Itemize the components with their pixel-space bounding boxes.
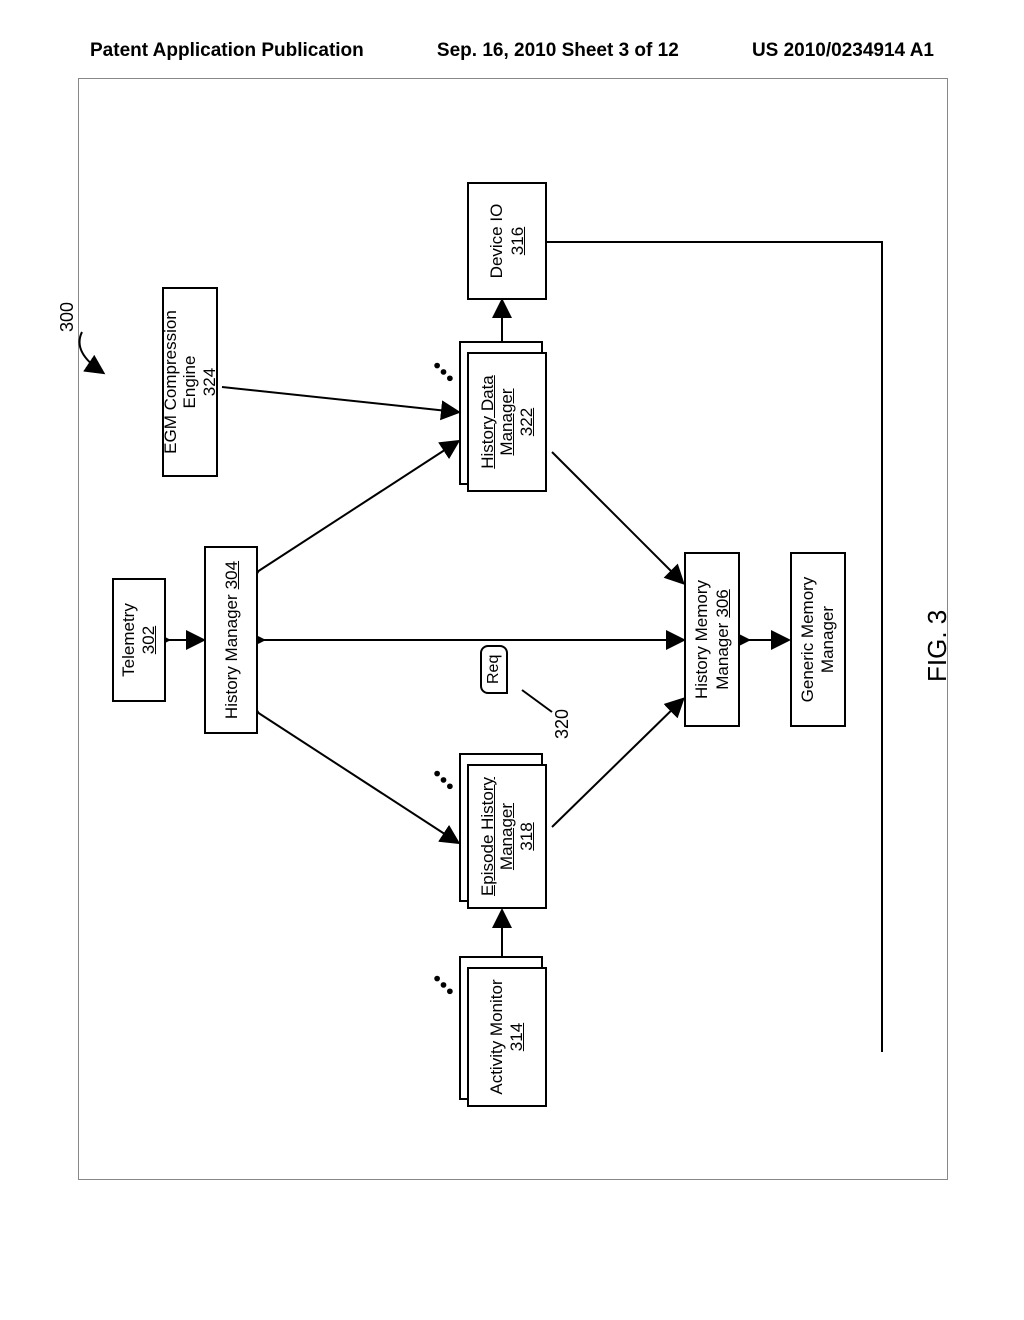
telemetry-label: Telemetry [119,603,139,677]
history-data-dots: ••• [426,353,461,388]
activity-monitor-num: 314 [507,1023,527,1051]
diagram-canvas: 300 Telemetry 302 History Manager 304 EG… [12,228,1012,1052]
device-io-num: 316 [508,227,527,255]
history-data-label: History Data Manager [478,358,517,486]
header-center: Sep. 16, 2010 Sheet 3 of 12 [437,40,679,62]
figure-label: FIG. 3 [922,610,953,682]
box-telemetry: Telemetry 302 [112,578,166,702]
req-label: Req [485,655,502,684]
box-device-io: Device IO 316 [467,182,547,300]
egm-compression-label: EGM Compression Engine [161,293,200,471]
box-history-memory-manager: History Memory Manager 306 [684,552,740,727]
egm-compression-num: 324 [200,368,220,396]
episode-manager-label: Episode History Manager [478,770,517,903]
box-generic-memory-manager: Generic Memory Manager [790,552,846,727]
history-manager-num: 304 [222,561,241,589]
header-right: US 2010/0234914 A1 [752,40,934,62]
header-left: Patent Application Publication [90,40,364,62]
activity-dots: ••• [426,966,461,1001]
req-flag: Req [480,645,508,694]
box-history-manager: History Manager 304 [204,546,258,734]
box-history-data-manager: History Data Manager 322 [467,352,547,492]
req-number: 320 [552,709,573,739]
box-egm-compression: EGM Compression Engine 324 [162,287,218,477]
history-manager-label: History Manager [222,594,241,719]
telemetry-num: 302 [139,626,159,654]
box-activity-monitor: Activity Monitor 314 [467,967,547,1107]
activity-monitor-label: Activity Monitor [487,979,507,1094]
device-io-label: Device IO [487,204,506,279]
episode-manager-num: 318 [517,822,537,850]
episode-dots: ••• [426,761,461,796]
box-episode-manager: Episode History Manager 318 [467,764,547,909]
page-header: Patent Application Publication Sep. 16, … [0,40,1024,62]
generic-mem-label: Generic Memory Manager [798,558,837,721]
history-mem-num: 306 [713,589,732,617]
diagram-ref-number: 300 [57,302,78,332]
history-data-num: 322 [517,408,537,436]
